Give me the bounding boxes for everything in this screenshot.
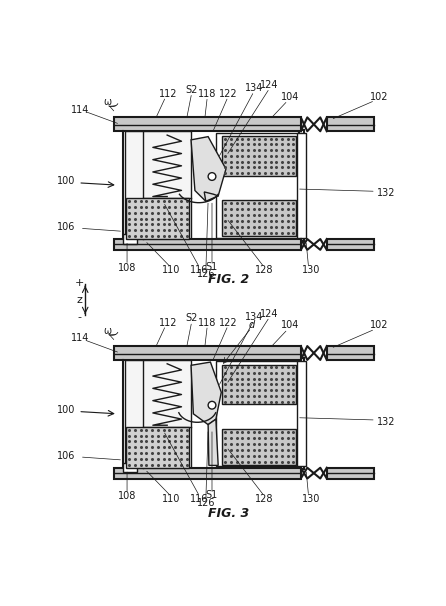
Text: 124: 124 <box>260 80 279 90</box>
Bar <box>327 346 373 360</box>
Circle shape <box>208 173 216 181</box>
Text: 134: 134 <box>245 83 263 93</box>
Text: 102: 102 <box>370 92 388 102</box>
Polygon shape <box>204 192 218 201</box>
Text: 128: 128 <box>255 265 274 275</box>
Bar <box>223 136 296 176</box>
Bar <box>114 468 301 479</box>
Bar <box>114 346 301 360</box>
Text: 100: 100 <box>57 405 75 415</box>
Text: 134: 134 <box>245 312 263 322</box>
Bar <box>216 361 302 466</box>
Text: 132: 132 <box>377 416 396 427</box>
Text: 118: 118 <box>198 89 216 99</box>
Text: 122: 122 <box>219 318 237 328</box>
Bar <box>126 198 190 239</box>
Polygon shape <box>191 136 226 201</box>
Bar <box>126 427 190 468</box>
Bar <box>327 239 373 250</box>
Text: 108: 108 <box>118 491 136 501</box>
Text: 114: 114 <box>71 333 90 344</box>
Bar <box>123 235 137 244</box>
Text: S1: S1 <box>206 490 218 501</box>
Text: S2: S2 <box>186 85 198 95</box>
Text: 126: 126 <box>197 270 215 279</box>
Text: FIG. 3: FIG. 3 <box>208 507 249 520</box>
Text: d: d <box>248 321 255 330</box>
Circle shape <box>208 401 216 409</box>
Bar <box>114 239 301 250</box>
Text: 114: 114 <box>71 105 90 115</box>
Text: 110: 110 <box>162 265 180 275</box>
Text: 116: 116 <box>190 493 209 504</box>
Bar <box>125 132 191 239</box>
Text: 110: 110 <box>162 493 180 504</box>
Text: 100: 100 <box>57 176 75 186</box>
Text: ω: ω <box>103 97 112 107</box>
Bar <box>123 463 137 472</box>
Polygon shape <box>191 362 221 425</box>
Text: 132: 132 <box>377 188 396 198</box>
Text: 124: 124 <box>260 308 279 319</box>
Text: 102: 102 <box>370 321 388 330</box>
Text: 106: 106 <box>57 451 75 461</box>
Text: FIG. 2: FIG. 2 <box>208 273 249 285</box>
Text: 130: 130 <box>302 493 320 504</box>
Text: z: z <box>76 295 82 305</box>
Polygon shape <box>208 419 218 465</box>
Text: 122: 122 <box>219 89 237 99</box>
Text: S1: S1 <box>206 262 218 271</box>
Text: 112: 112 <box>159 89 178 99</box>
Text: S2: S2 <box>186 313 198 324</box>
Text: 116: 116 <box>190 265 209 275</box>
Text: 112: 112 <box>159 318 178 328</box>
Text: +: + <box>74 278 84 288</box>
Text: 130: 130 <box>302 265 320 275</box>
Text: 118: 118 <box>198 318 216 328</box>
Bar <box>327 468 373 479</box>
Text: 128: 128 <box>255 493 274 504</box>
Bar <box>299 358 304 469</box>
Bar <box>114 118 301 132</box>
Text: 106: 106 <box>57 222 75 233</box>
Bar <box>216 133 302 238</box>
Text: 126: 126 <box>197 498 215 508</box>
Bar <box>297 133 306 238</box>
Bar <box>125 360 191 468</box>
Bar <box>223 429 296 465</box>
Bar <box>297 361 306 466</box>
Text: -: - <box>77 312 81 322</box>
Text: 108: 108 <box>118 262 136 273</box>
Bar <box>223 365 296 404</box>
Bar <box>299 130 304 241</box>
Text: 104: 104 <box>281 321 300 330</box>
Text: ω: ω <box>103 325 112 336</box>
Bar <box>223 201 296 236</box>
Bar <box>327 118 373 132</box>
Text: 104: 104 <box>281 92 300 102</box>
